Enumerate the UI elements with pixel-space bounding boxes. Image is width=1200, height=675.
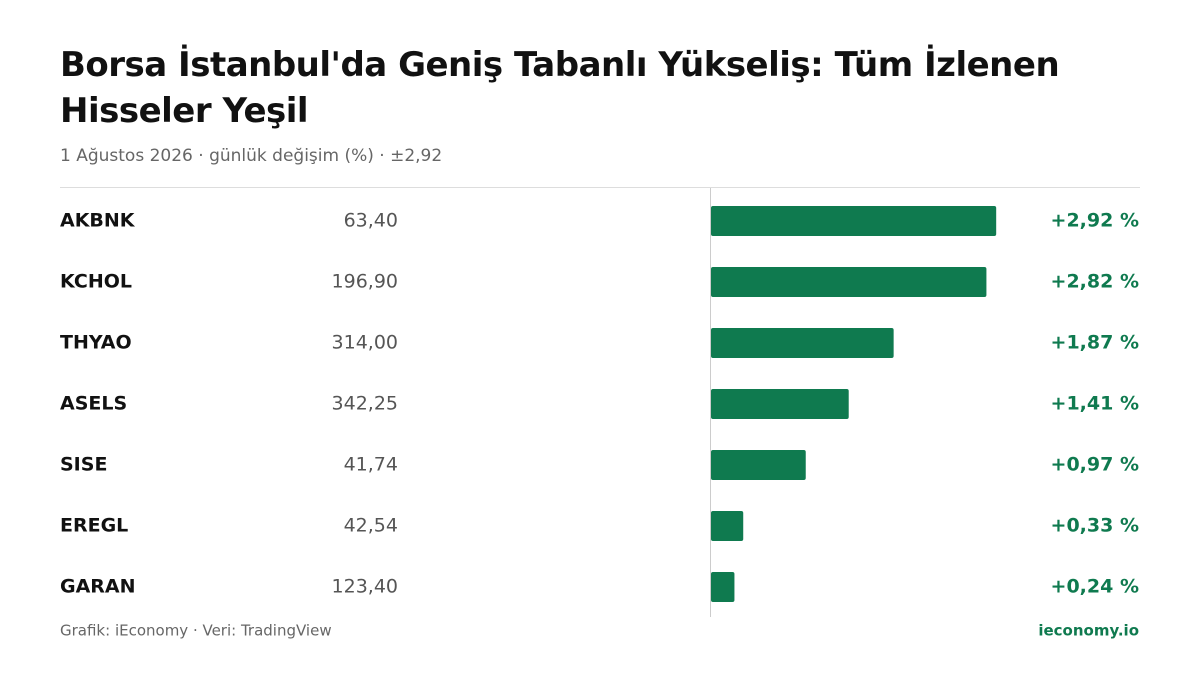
chart-title: Borsa İstanbul'da Geniş Tabanlı Yükseliş…	[60, 45, 1060, 131]
ticker: GARAN	[60, 576, 136, 598]
value-label: +0,97 %	[1051, 454, 1139, 476]
price: 314,00	[332, 332, 398, 354]
bar	[711, 511, 744, 541]
ticker: KCHOL	[60, 271, 132, 293]
bar	[711, 328, 894, 358]
brand: ieconomy.io	[1038, 622, 1139, 640]
value-label: +2,82 %	[1051, 271, 1139, 293]
price: 342,25	[332, 393, 398, 415]
bar	[711, 389, 849, 419]
ticker: EREGL	[60, 515, 128, 537]
price: 63,40	[344, 210, 398, 232]
chart-subtitle: 1 Ağustos 2026 · günlük değişim (%) · ±2…	[60, 146, 443, 166]
price: 42,54	[344, 515, 398, 537]
value-label: +2,92 %	[1051, 210, 1139, 232]
source: Grafik: iEconomy · Veri: TradingView	[60, 622, 332, 640]
bar	[711, 267, 987, 297]
value-label: +1,41 %	[1051, 393, 1139, 415]
value-label: +0,33 %	[1051, 515, 1139, 537]
value-label: +0,24 %	[1051, 576, 1139, 598]
bar	[711, 572, 735, 602]
price: 123,40	[332, 576, 398, 598]
ticker: ASELS	[60, 393, 127, 415]
price: 41,74	[344, 454, 398, 476]
bar	[711, 450, 806, 480]
value-label: +1,87 %	[1051, 332, 1139, 354]
ticker: AKBNK	[60, 210, 136, 232]
ticker: SISE	[60, 454, 107, 476]
price: 196,90	[332, 271, 398, 293]
bar	[711, 206, 997, 236]
ticker: THYAO	[60, 332, 132, 354]
